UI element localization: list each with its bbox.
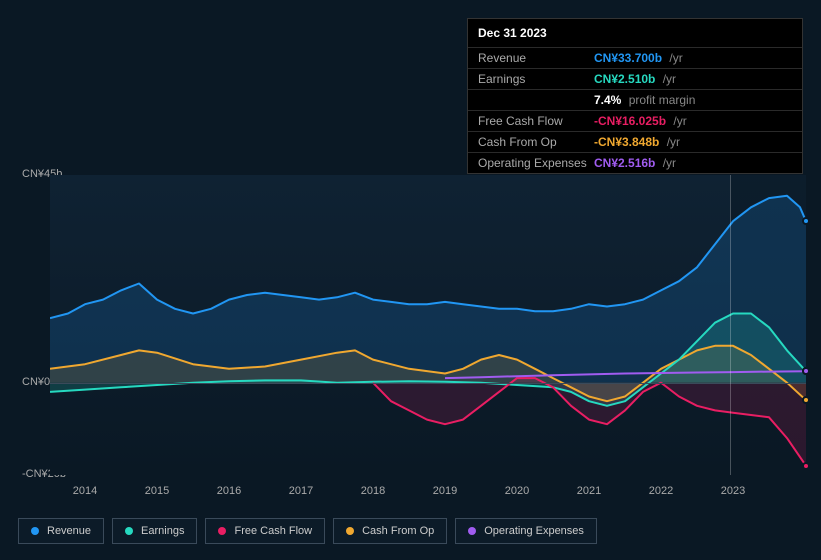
zero-line xyxy=(50,383,806,384)
tooltip-label: Operating Expenses xyxy=(478,156,594,170)
tooltip-value: CN¥33.700b xyxy=(594,51,662,65)
tooltip-row: Free Cash Flow-CN¥16.025b /yr xyxy=(468,110,802,131)
line-chart: CN¥45bCN¥0-CN¥20b xyxy=(18,160,806,480)
x-axis: 2014 2015 2016 2017 2018 2019 2020 2021 2022 2023 xyxy=(50,485,806,505)
legend-swatch xyxy=(31,527,39,535)
legend-label: Revenue xyxy=(47,525,91,537)
series-endpoint-marker xyxy=(802,217,810,225)
legend-item[interactable]: Free Cash Flow xyxy=(205,518,325,544)
series-endpoint-marker xyxy=(802,367,810,375)
tooltip-label: Earnings xyxy=(478,72,594,86)
x-axis-tick: 2020 xyxy=(505,485,529,497)
x-axis-tick: 2021 xyxy=(577,485,601,497)
x-axis-tick: 2019 xyxy=(433,485,457,497)
tooltip-subrow: 7.4% profit margin xyxy=(468,89,802,110)
tooltip-row: EarningsCN¥2.510b /yr xyxy=(468,68,802,89)
legend-item[interactable]: Earnings xyxy=(112,518,197,544)
x-axis-tick: 2016 xyxy=(217,485,241,497)
x-axis-tick: 2018 xyxy=(361,485,385,497)
plot-area[interactable] xyxy=(50,175,806,475)
tooltip-value: CN¥2.516b xyxy=(594,156,655,170)
legend-label: Operating Expenses xyxy=(484,525,584,537)
tooltip-date: Dec 31 2023 xyxy=(468,19,802,47)
x-axis-tick: 2022 xyxy=(649,485,673,497)
legend-item[interactable]: Operating Expenses xyxy=(455,518,597,544)
tooltip-value: CN¥2.510b xyxy=(594,72,655,86)
legend-item[interactable]: Revenue xyxy=(18,518,104,544)
x-axis-tick: 2014 xyxy=(73,485,97,497)
tooltip-row: RevenueCN¥33.700b /yr xyxy=(468,47,802,68)
tooltip-value: -CN¥3.848b xyxy=(594,135,659,149)
x-axis-tick: 2023 xyxy=(721,485,745,497)
tooltip-row: Operating ExpensesCN¥2.516b /yr xyxy=(468,152,802,173)
legend-label: Earnings xyxy=(141,525,184,537)
legend: Revenue Earnings Free Cash Flow Cash From O… xyxy=(18,518,597,544)
legend-label: Free Cash Flow xyxy=(234,525,312,537)
tooltip-row: Cash From Op-CN¥3.848b /yr xyxy=(468,131,802,152)
legend-swatch xyxy=(346,527,354,535)
x-axis-tick: 2017 xyxy=(289,485,313,497)
series-endpoint-marker xyxy=(802,462,810,470)
tooltip-label: Free Cash Flow xyxy=(478,114,594,128)
y-axis-label: CN¥0 xyxy=(22,376,50,388)
legend-label: Cash From Op xyxy=(362,525,434,537)
legend-swatch xyxy=(468,527,476,535)
data-tooltip: Dec 31 2023 RevenueCN¥33.700b /yrEarning… xyxy=(467,18,803,174)
tooltip-label: Cash From Op xyxy=(478,135,594,149)
cursor-line xyxy=(730,175,731,475)
legend-swatch xyxy=(125,527,133,535)
tooltip-value: -CN¥16.025b xyxy=(594,114,666,128)
legend-item[interactable]: Cash From Op xyxy=(333,518,447,544)
tooltip-label: Revenue xyxy=(478,51,594,65)
series-endpoint-marker xyxy=(802,396,810,404)
legend-swatch xyxy=(218,527,226,535)
chart-svg xyxy=(50,175,806,475)
x-axis-tick: 2015 xyxy=(145,485,169,497)
